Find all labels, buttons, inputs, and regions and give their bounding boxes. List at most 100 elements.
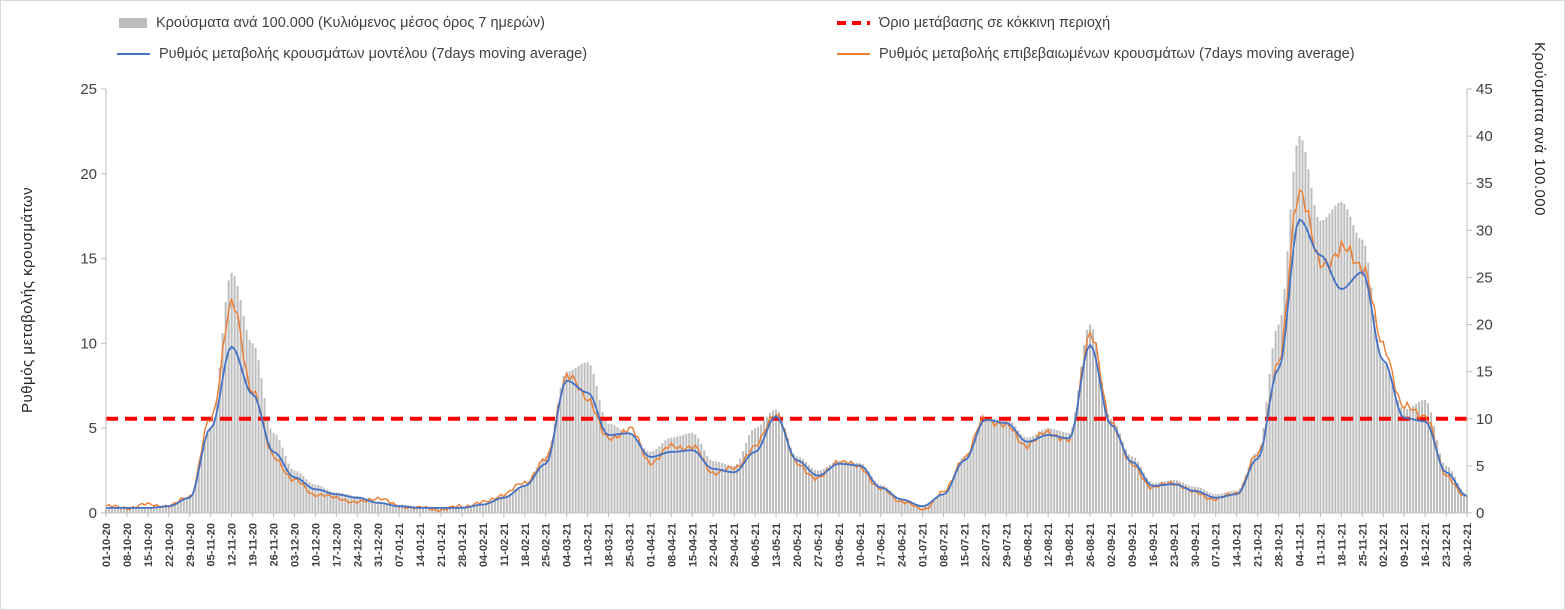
svg-text:0: 0 <box>89 505 97 522</box>
svg-text:14-01-21: 14-01-21 <box>415 523 427 567</box>
svg-text:20-05-21: 20-05-21 <box>792 523 804 567</box>
svg-text:25-11-21: 25-11-21 <box>1357 523 1369 566</box>
svg-text:21-10-21: 21-10-21 <box>1253 523 1265 567</box>
svg-text:07-10-21: 07-10-21 <box>1211 523 1223 567</box>
svg-text:10: 10 <box>1476 411 1493 428</box>
svg-text:01-04-21: 01-04-21 <box>645 523 657 567</box>
model-rate-line <box>106 218 1468 509</box>
svg-text:22-07-21: 22-07-21 <box>980 523 992 567</box>
svg-text:18-03-21: 18-03-21 <box>604 523 616 567</box>
svg-text:04-02-21: 04-02-21 <box>478 523 490 567</box>
y-axis-left-labels: 0 5 10 15 20 25 <box>80 81 97 522</box>
legend-label-confirmed-line: Ρυθμός μεταβολής επιβεβαιωμένων κρουσμάτ… <box>879 46 1355 62</box>
svg-text:28-10-21: 28-10-21 <box>1274 523 1286 567</box>
svg-text:25: 25 <box>80 81 97 98</box>
svg-text:10-06-21: 10-06-21 <box>855 523 867 567</box>
svg-text:04-11-21: 04-11-21 <box>1294 523 1306 566</box>
legend-label-cases-bars: Κρούσματα ανά 100.000 (Κυλιόμενος μέσος … <box>156 15 546 31</box>
svg-text:21-01-21: 21-01-21 <box>436 523 448 567</box>
legend-label-model-line: Ρυθμός μεταβολής κρουσμάτων μοντέλου (7d… <box>159 46 588 62</box>
svg-text:10-12-20: 10-12-20 <box>310 523 322 567</box>
svg-text:45: 45 <box>1476 81 1493 98</box>
svg-text:35: 35 <box>1476 175 1493 192</box>
svg-text:11-03-21: 11-03-21 <box>583 523 595 566</box>
svg-text:17-12-20: 17-12-20 <box>331 523 343 567</box>
svg-text:23-12-21: 23-12-21 <box>1441 523 1453 567</box>
legend-item-threshold: Όριο μετάβασης σε κόκκινη περιοχή <box>837 14 1110 32</box>
svg-text:15: 15 <box>80 251 97 268</box>
svg-text:12-08-21: 12-08-21 <box>1043 523 1055 567</box>
svg-text:5: 5 <box>1476 458 1484 475</box>
svg-text:08-04-21: 08-04-21 <box>666 523 678 567</box>
svg-text:09-12-21: 09-12-21 <box>1399 523 1411 567</box>
svg-text:15: 15 <box>1476 364 1493 381</box>
bars-swatch-icon <box>119 18 147 28</box>
bars-series <box>105 136 1468 514</box>
legend-label-threshold: Όριο μετάβασης σε κόκκινη περιοχή <box>879 15 1111 31</box>
svg-text:20: 20 <box>80 166 97 183</box>
svg-text:19-08-21: 19-08-21 <box>1064 523 1076 567</box>
svg-text:03-06-21: 03-06-21 <box>834 523 846 567</box>
svg-text:12-11-20: 12-11-20 <box>227 523 239 566</box>
svg-text:40: 40 <box>1476 128 1493 145</box>
threshold-dash-icon <box>837 21 870 25</box>
chart-canvas: 0 5 10 15 20 25 0 5 10 15 20 25 30 35 40 45 01-10-20 08-1… <box>80 81 1493 567</box>
svg-text:08-10-20: 08-10-20 <box>122 523 134 567</box>
svg-text:08-07-21: 08-07-21 <box>939 523 951 567</box>
svg-text:16-09-21: 16-09-21 <box>1148 523 1160 567</box>
legend-item-model-line: Ρυθμός μεταβολής κρουσμάτων μοντέλου (7d… <box>117 45 587 63</box>
model-line-swatch-icon <box>117 53 150 55</box>
svg-text:05-08-21: 05-08-21 <box>1022 523 1034 567</box>
svg-text:24-06-21: 24-06-21 <box>897 523 909 567</box>
svg-text:01-07-21: 01-07-21 <box>918 523 930 567</box>
svg-text:26-11-20: 26-11-20 <box>269 523 281 566</box>
axes <box>101 88 1472 517</box>
svg-text:25-02-21: 25-02-21 <box>541 523 553 567</box>
svg-text:16-12-21: 16-12-21 <box>1420 523 1432 567</box>
svg-text:02-12-21: 02-12-21 <box>1378 523 1390 567</box>
svg-text:11-11-21: 11-11-21 <box>1315 523 1327 566</box>
svg-text:23-09-21: 23-09-21 <box>1169 523 1181 567</box>
svg-text:5: 5 <box>89 420 97 437</box>
svg-text:18-02-21: 18-02-21 <box>520 523 532 567</box>
svg-text:10: 10 <box>80 335 97 352</box>
chart-legend: Κρούσματα ανά 100.000 (Κυλιόμενος μέσος … <box>1 1 1564 71</box>
svg-text:22-10-20: 22-10-20 <box>164 523 176 567</box>
svg-text:15-07-21: 15-07-21 <box>959 523 971 567</box>
svg-text:15-10-20: 15-10-20 <box>143 523 155 567</box>
svg-text:11-02-21: 11-02-21 <box>499 523 511 566</box>
svg-text:09-09-21: 09-09-21 <box>1127 523 1139 567</box>
svg-text:26-08-21: 26-08-21 <box>1085 523 1097 567</box>
svg-text:18-11-21: 18-11-21 <box>1336 523 1348 566</box>
svg-text:07-01-21: 07-01-21 <box>394 523 406 567</box>
svg-text:04-03-21: 04-03-21 <box>562 523 574 567</box>
y-axis-right-labels: 0 5 10 15 20 25 30 35 40 45 <box>1476 81 1493 522</box>
svg-text:30-12-21: 30-12-21 <box>1462 523 1474 567</box>
svg-text:19-11-20: 19-11-20 <box>248 523 260 566</box>
svg-text:27-05-21: 27-05-21 <box>813 523 825 567</box>
svg-text:30: 30 <box>1476 222 1493 239</box>
svg-text:06-05-21: 06-05-21 <box>750 523 762 567</box>
svg-text:22-04-21: 22-04-21 <box>708 523 720 567</box>
svg-text:14-10-21: 14-10-21 <box>1232 523 1244 567</box>
svg-text:29-04-21: 29-04-21 <box>729 523 741 567</box>
legend-item-confirmed-line: Ρυθμός μεταβολής επιβεβαιωμένων κρουσμάτ… <box>837 45 1355 63</box>
svg-text:28-01-21: 28-01-21 <box>457 523 469 567</box>
svg-text:02-09-21: 02-09-21 <box>1106 523 1118 567</box>
svg-text:29-07-21: 29-07-21 <box>1001 523 1013 567</box>
svg-text:17-06-21: 17-06-21 <box>876 523 888 567</box>
svg-text:31-12-20: 31-12-20 <box>373 523 385 567</box>
svg-text:25-03-21: 25-03-21 <box>624 523 636 567</box>
svg-text:20: 20 <box>1476 317 1493 334</box>
x-axis-labels: 01-10-20 08-10-20 15-10-20 22-10-20 29-10-20… <box>101 523 1474 567</box>
confirmed-line-swatch-icon <box>837 53 870 55</box>
svg-text:03-12-20: 03-12-20 <box>289 523 301 567</box>
svg-text:29-10-20: 29-10-20 <box>185 523 197 567</box>
svg-text:15-04-21: 15-04-21 <box>687 523 699 567</box>
svg-text:01-10-20: 01-10-20 <box>101 523 113 567</box>
svg-text:25: 25 <box>1476 269 1493 286</box>
svg-text:0: 0 <box>1476 505 1484 522</box>
svg-text:30-09-21: 30-09-21 <box>1190 523 1202 567</box>
svg-text:24-12-20: 24-12-20 <box>352 523 364 567</box>
